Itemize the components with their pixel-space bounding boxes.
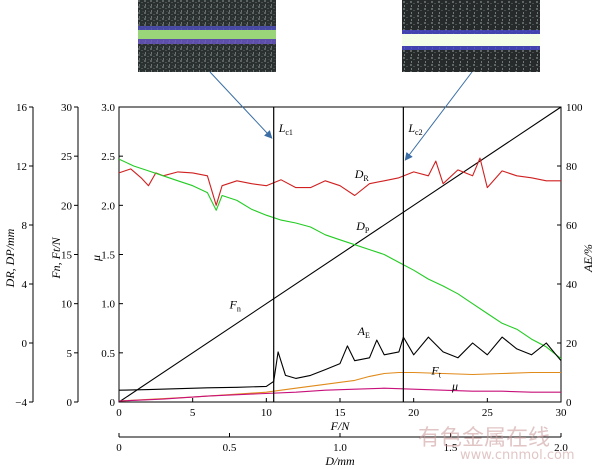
right-micrograph <box>402 0 540 72</box>
annotation-ft: Ft <box>430 363 441 379</box>
mu-tick-label: 0 <box>110 397 116 409</box>
force-tick-label: 0 <box>67 397 73 409</box>
x-tick-label: 5 <box>190 407 196 419</box>
depth-tick-label: 12 <box>16 161 27 173</box>
series-dr-line <box>118 157 561 206</box>
right-scratch-track <box>402 34 540 46</box>
force-tick-label: 10 <box>61 299 73 311</box>
annotation-dp: DP <box>355 219 370 235</box>
ae-tick-label: 60 <box>566 220 578 232</box>
mu-tick-label: 1.0 <box>101 299 115 311</box>
x2-tick-label: 0 <box>116 442 122 454</box>
depth-tick-label: −4 <box>15 397 27 409</box>
force-tick-label: 20 <box>61 200 73 212</box>
ae-tick-label: 80 <box>566 161 578 173</box>
annotation-mu: μ <box>451 379 458 393</box>
ae-tick-label: 0 <box>566 397 572 409</box>
x-tick-label: 30 <box>556 407 568 419</box>
x-tick-label: 20 <box>408 407 420 419</box>
mu-tick-label: 3.0 <box>101 102 115 114</box>
arrow-to-lc1 <box>209 71 273 139</box>
force-tick-label: 5 <box>67 348 73 360</box>
left-micrograph <box>138 0 276 72</box>
arrow-to-lc2 <box>404 71 473 161</box>
annotation-dr: DR <box>354 167 370 183</box>
force-tick-label: 30 <box>61 102 73 114</box>
depth-tick-label: 8 <box>22 220 28 232</box>
mu-tick-label: 0.5 <box>101 348 115 360</box>
x2-tick-label: 0.5 <box>223 442 237 454</box>
x-tick-label: 0 <box>116 407 122 419</box>
x-tick-label: 25 <box>482 407 494 419</box>
series-ae-line <box>118 336 562 391</box>
series-fn-line <box>118 106 562 403</box>
ae-tick-label: 100 <box>566 102 583 114</box>
force-tick-label: 15 <box>61 250 73 262</box>
mu-tick-label: 2.0 <box>101 200 115 212</box>
ae-tick-label: 40 <box>566 279 578 291</box>
annotation-fn: Fn <box>229 298 241 314</box>
right-micrograph-image <box>402 0 540 72</box>
x2-axis-label: D/mm <box>324 454 355 468</box>
ae-tick-label: 20 <box>566 338 578 350</box>
ae-axis-label: AE/% <box>581 244 595 273</box>
left-scratch-track <box>138 30 276 39</box>
series-mu-line <box>118 387 561 402</box>
mu-axis-label: μ <box>89 255 103 262</box>
critical-load-c1-label: Lc1 <box>278 121 293 137</box>
left-micrograph-image <box>138 0 276 72</box>
watermark-text: 有色金属在线 <box>418 426 551 451</box>
annotation-ae: AE <box>357 324 370 340</box>
x2-tick-label: 1.0 <box>333 442 347 454</box>
series-ft-line <box>118 371 561 402</box>
depth-tick-label: 16 <box>16 102 28 114</box>
series-dp-line <box>118 158 562 360</box>
watermark-url: www.cnnmol.com <box>460 448 575 463</box>
x-tick-label: 10 <box>261 407 273 419</box>
depth-axis-label: DR, DP/mm <box>3 228 17 288</box>
depth-tick-label: 0 <box>22 338 28 350</box>
x-axis-label: F/N <box>330 419 351 433</box>
x-tick-label: 15 <box>335 407 347 419</box>
depth-tick-label: 4 <box>22 279 28 291</box>
x2-tick-label: 1.5 <box>444 442 458 454</box>
force-axis-label: Fn, Ft/N <box>49 236 63 279</box>
mu-tick-label: 1.5 <box>101 250 115 262</box>
x2-tick-label: 2.0 <box>554 442 568 454</box>
mu-tick-label: 2.5 <box>101 151 115 163</box>
critical-load-c2-label: Lc2 <box>407 121 422 137</box>
force-tick-label: 25 <box>61 151 73 163</box>
